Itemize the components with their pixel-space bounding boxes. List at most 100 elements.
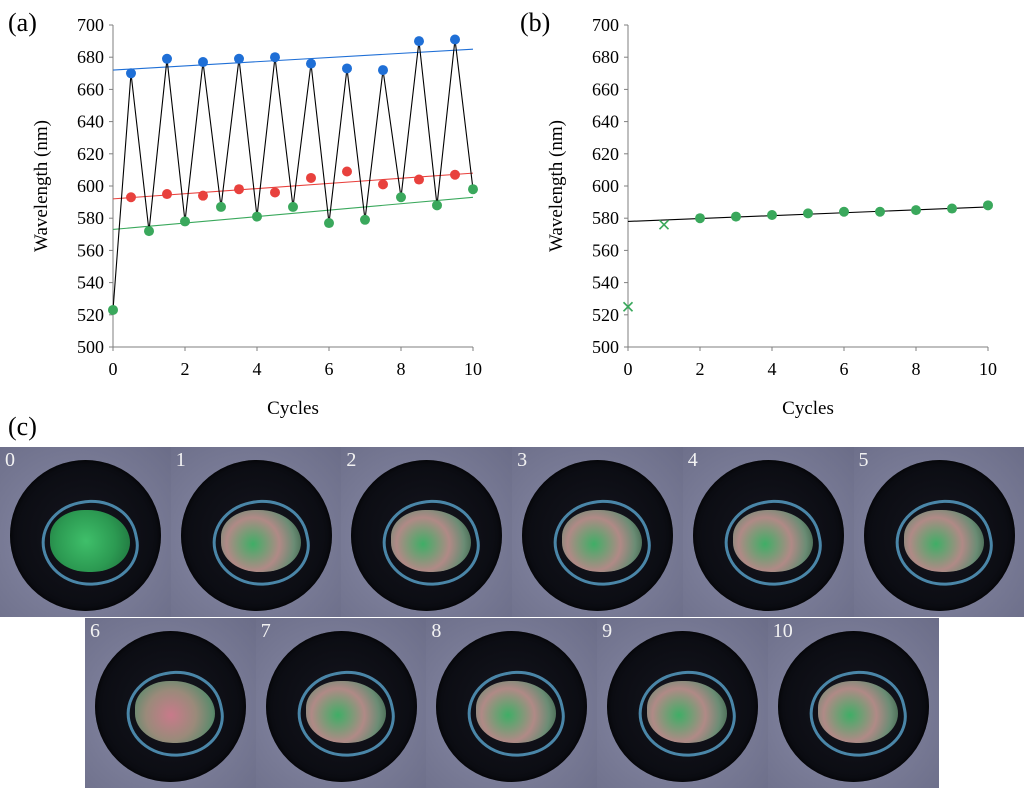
photo-cycle-label: 1: [175, 449, 186, 471]
chart-a-point: [234, 53, 244, 64]
petri-dish: [265, 631, 417, 782]
photo-cycle-label: 4: [687, 449, 698, 471]
chart-a-y-tick-label: 620: [77, 144, 104, 164]
petri-dish: [863, 460, 1015, 611]
photo-cycle-label: 10: [772, 620, 793, 642]
chart-b-y-tick-label: 620: [592, 144, 619, 164]
chart-b-point-x: [658, 219, 670, 230]
chart-a-y-tick-label: 640: [77, 112, 104, 132]
chart-a-x-tick-label: 6: [325, 359, 334, 379]
sample-outline: [887, 490, 1000, 596]
sensor-sample: [391, 510, 472, 572]
chart-a-point: [414, 174, 424, 185]
chart-a-point: [378, 179, 388, 190]
chart-b-point: [695, 213, 705, 224]
chart-b-y-tick-label: 660: [592, 79, 619, 99]
chart-a-point: [126, 68, 136, 79]
petri-dish: [351, 460, 503, 611]
photo-cycle-label: 6: [90, 620, 100, 642]
photo-cycle-label: 8: [431, 620, 442, 642]
chart-a-point: [432, 200, 442, 211]
chart-a-point: [198, 190, 208, 201]
photo-cycle-label: 3: [517, 449, 528, 471]
chart-a-point: [324, 218, 334, 229]
sensor-sample: [817, 681, 898, 743]
chart-a-point: [450, 34, 460, 45]
chart-a-x-tick-label: 0: [109, 359, 118, 379]
sample-outline: [204, 490, 317, 596]
sample-outline: [716, 490, 829, 596]
chart-b-y-tick-label: 640: [592, 112, 619, 132]
chart-b-y-axis-label: Wavelength (nm): [546, 120, 567, 252]
chart-a-point: [378, 65, 388, 76]
panel-label-c: (c): [8, 412, 37, 441]
chart-b-y-tick-label: 600: [592, 176, 619, 196]
chart-b-x-tick-label: 6: [840, 359, 849, 379]
sample-photo-6: 6: [85, 618, 256, 788]
petri-dish: [607, 631, 759, 782]
chart-a-point: [144, 226, 154, 237]
sample-outline: [34, 490, 146, 596]
chart-a-x-axis-label: Cycles: [267, 398, 319, 419]
chart-a-point: [306, 172, 316, 183]
chart-a-y-tick-label: 580: [77, 208, 104, 228]
chart-b-y-tick-label: 700: [592, 15, 619, 35]
chart-a-point: [252, 211, 262, 222]
sensor-sample: [562, 510, 643, 572]
sample-outline: [119, 661, 231, 767]
chart-b-point: [875, 206, 885, 217]
sample-outline: [375, 490, 488, 596]
chart-a-x-tick-label: 8: [397, 359, 406, 379]
sensor-sample: [647, 681, 728, 743]
chart-a-y-tick-label: 540: [77, 273, 104, 293]
sample-outline: [460, 661, 573, 767]
sample-photo-1: 1: [170, 447, 342, 617]
chart-b-point: [983, 200, 993, 211]
chart-a-y-tick-label: 500: [77, 337, 104, 357]
chart-a-point: [288, 201, 298, 212]
chart-a-point: [162, 53, 172, 64]
chart-a-x-tick-label: 10: [464, 359, 482, 379]
sample-outline: [546, 490, 658, 596]
chart-b-y-tick-label: 580: [592, 208, 619, 228]
chart-b-x-axis-label: Cycles: [782, 398, 834, 419]
chart-a-y-tick-label: 700: [77, 15, 104, 35]
sample-photo-8: 8: [426, 618, 598, 788]
petri-dish: [436, 631, 588, 782]
chart-b-x-tick-label: 2: [696, 359, 705, 379]
sample-photo-4: 4: [682, 447, 854, 617]
chart-b-y-tick-label: 540: [592, 273, 619, 293]
chart-a-y-axis-label: Wavelength (nm): [31, 120, 52, 252]
chart-b-x-tick-label: 0: [624, 359, 633, 379]
sample-outline: [289, 661, 402, 767]
petri-dish: [10, 460, 161, 611]
chart-a-point: [306, 58, 316, 69]
photo-cycle-label: 2: [346, 449, 357, 471]
chart-b-point: [839, 206, 849, 217]
chart-a-point: [216, 201, 226, 212]
chart-a-point: [270, 52, 280, 63]
chart-a-point: [450, 169, 460, 180]
sample-photo-10: 10: [767, 618, 939, 788]
chart-b-x-tick-label: 10: [979, 359, 997, 379]
sensor-sample: [903, 510, 984, 572]
sample-photo-9: 9: [597, 618, 769, 788]
chart-a-y-tick-label: 680: [77, 47, 104, 67]
petri-dish: [95, 631, 246, 782]
chart-a-point: [270, 187, 280, 198]
chart-b-point-x: [622, 301, 634, 312]
sensor-sample: [305, 681, 386, 743]
photo-cycle-label: 0: [5, 449, 15, 471]
chart-a-x-tick-label: 4: [253, 359, 262, 379]
petri-dish: [522, 460, 674, 611]
chart-a-point: [342, 166, 352, 177]
chart-b-y-tick-label: 680: [592, 47, 619, 67]
chart-b-point: [767, 209, 777, 220]
chart-a-point: [342, 63, 352, 74]
chart-b-y-tick-label: 500: [592, 337, 619, 357]
sensor-sample: [220, 510, 301, 572]
chart-a-y-tick-label: 520: [77, 305, 104, 325]
chart-b-y-tick-label: 520: [592, 305, 619, 325]
chart-a-y-tick-label: 600: [77, 176, 104, 196]
